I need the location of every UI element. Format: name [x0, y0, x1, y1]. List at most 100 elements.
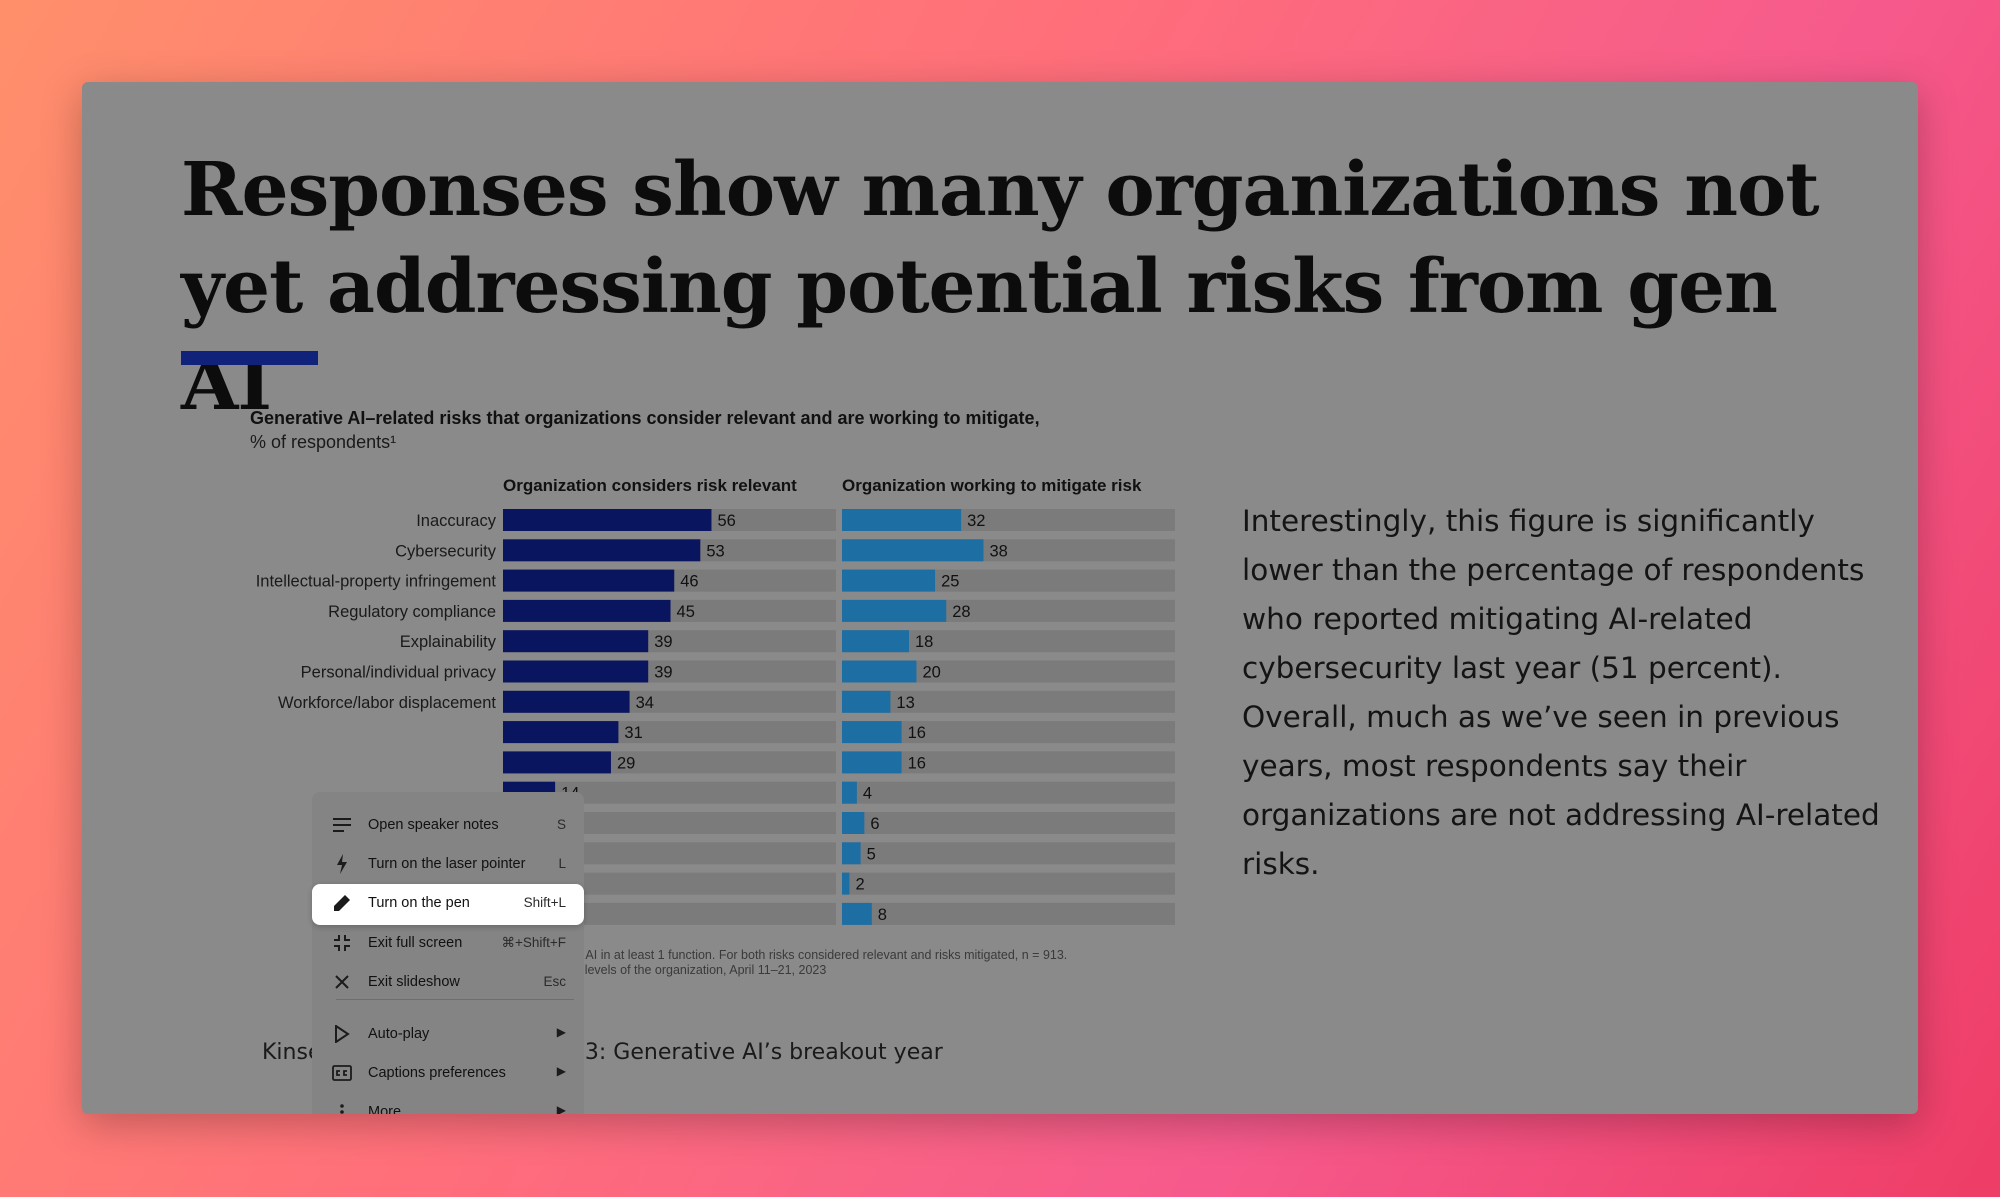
bar: [503, 539, 701, 562]
menu-item-label: Exit slideshow: [368, 974, 460, 990]
bar-track: [842, 721, 1175, 744]
bar-track: [842, 812, 1175, 834]
data-label: 6: [870, 815, 879, 833]
bar: [503, 509, 712, 531]
bar: [503, 660, 649, 683]
bar-track: [842, 842, 1175, 865]
submenu-arrow-icon: ▶: [556, 1103, 566, 1114]
menu-item-label: Turn on the laser pointer: [368, 856, 526, 872]
bar: [842, 539, 984, 562]
bar: [842, 630, 910, 653]
menu-item-label: Open speaker notes: [368, 817, 499, 833]
bar-track: [842, 902, 1175, 925]
data-label: 56: [717, 512, 735, 530]
bar: [842, 721, 902, 744]
menu-item-label: Captions preferences: [368, 1065, 506, 1081]
data-label: 32: [967, 512, 985, 530]
data-label: 4: [863, 785, 872, 803]
menu-item-more[interactable]: More ▶: [312, 1093, 584, 1114]
bar: [503, 690, 630, 713]
category-label: Workforce/labor displacement: [278, 694, 496, 712]
slide-title: Responses show many organizations not ye…: [181, 147, 1820, 427]
bar-track: [503, 902, 836, 925]
data-label: 53: [706, 542, 724, 560]
menu-item-label: Exit full screen: [368, 935, 463, 951]
body-paragraph: Interestingly, this figure is significan…: [1242, 504, 1880, 881]
menu-divider: [336, 999, 574, 1000]
submenu-arrow-icon: ▶: [556, 1025, 566, 1039]
bar-track: [842, 751, 1175, 774]
data-label: 34: [636, 694, 654, 712]
menu-item-pen[interactable]: Turn on the pen Shift+L: [312, 884, 584, 925]
bar: [503, 721, 619, 744]
data-label: 31: [624, 724, 642, 742]
data-label: 39: [654, 664, 672, 682]
data-label: 16: [908, 724, 926, 742]
data-label: 5: [867, 845, 876, 863]
data-label: 28: [952, 603, 970, 621]
pen-icon: [332, 893, 352, 913]
menu-item-shortcut: L: [558, 856, 566, 871]
menu-item-auto-play[interactable]: Auto-play ▶: [312, 1015, 584, 1054]
menu-item-shortcut: S: [556, 817, 566, 832]
data-label: 16: [908, 754, 926, 772]
bar: [842, 509, 962, 531]
bar: [842, 781, 857, 804]
menu-item-captions-preferences[interactable]: Captions preferences ▶: [312, 1054, 584, 1093]
bar-track: [503, 872, 836, 895]
data-label: 38: [989, 542, 1007, 560]
data-label: 13: [896, 694, 914, 712]
bar: [842, 569, 936, 592]
menu-item-label: Turn on the pen: [368, 895, 470, 911]
bar: [503, 751, 611, 774]
bar: [842, 599, 947, 622]
bar-track: [842, 660, 1175, 683]
notes-icon: [332, 815, 352, 835]
data-label: 25: [941, 573, 959, 591]
title-accent-bar: [181, 351, 318, 365]
footnote-line-1: tions have adopted AI in at least 1 func…: [477, 948, 1068, 962]
data-label: 8: [878, 906, 887, 924]
bar: [842, 842, 861, 865]
menu-item-shortcut: Shift+L: [523, 895, 566, 910]
data-label: 2: [855, 876, 864, 894]
category-label: Regulatory compliance: [328, 603, 496, 621]
more-vert-icon: [332, 1102, 352, 1114]
data-label: 39: [654, 633, 672, 651]
bar-chart: Organization considers risk relevant Orga…: [256, 476, 1175, 925]
bar-track: [842, 630, 1175, 653]
bar: [503, 569, 675, 592]
bar: [842, 872, 850, 895]
chart-title: Generative AI–related risks that organiz…: [250, 408, 1040, 428]
captions-icon: [332, 1063, 352, 1083]
menu-item-label: More: [368, 1104, 402, 1114]
bar: [842, 812, 865, 834]
menu-item-exit-full-screen[interactable]: Exit full screen ⌘+Shift+F: [312, 924, 584, 963]
category-label: Intellectual-property infringement: [256, 573, 497, 591]
laser-pointer-icon: [332, 854, 352, 874]
slide: Responses show many organizations not ye…: [82, 82, 1918, 1114]
submenu-arrow-icon: ▶: [556, 1064, 566, 1078]
data-label: 29: [617, 754, 635, 772]
menu-item-speaker-notes[interactable]: Open speaker notes S: [312, 806, 584, 845]
data-label: 45: [677, 603, 695, 621]
bar-track: [503, 781, 836, 804]
bar: [503, 599, 671, 622]
series-header: Organization considers risk relevant: [503, 476, 797, 495]
bar-track: [842, 781, 1175, 804]
bar: [842, 902, 872, 925]
menu-item-laser-pointer[interactable]: Turn on the laser pointer L: [312, 845, 584, 884]
bar: [503, 630, 649, 653]
bar-track: [842, 690, 1175, 713]
bar-track: [503, 842, 836, 865]
menu-item-shortcut: Esc: [543, 974, 566, 989]
category-label: Inaccuracy: [416, 512, 497, 530]
chart-subtitle: % of respondents¹: [250, 432, 397, 452]
menu-item-exit-slideshow[interactable]: Exit slideshow Esc: [312, 963, 584, 1002]
bar: [842, 751, 902, 774]
category-label: Cybersecurity: [395, 542, 497, 560]
bar: [842, 660, 917, 683]
slideshow-context-menu: Open speaker notes S Turn on the laser p…: [312, 792, 584, 1114]
exit-fullscreen-icon: [332, 933, 352, 953]
series-header: Organization working to mitigate risk: [842, 476, 1142, 495]
